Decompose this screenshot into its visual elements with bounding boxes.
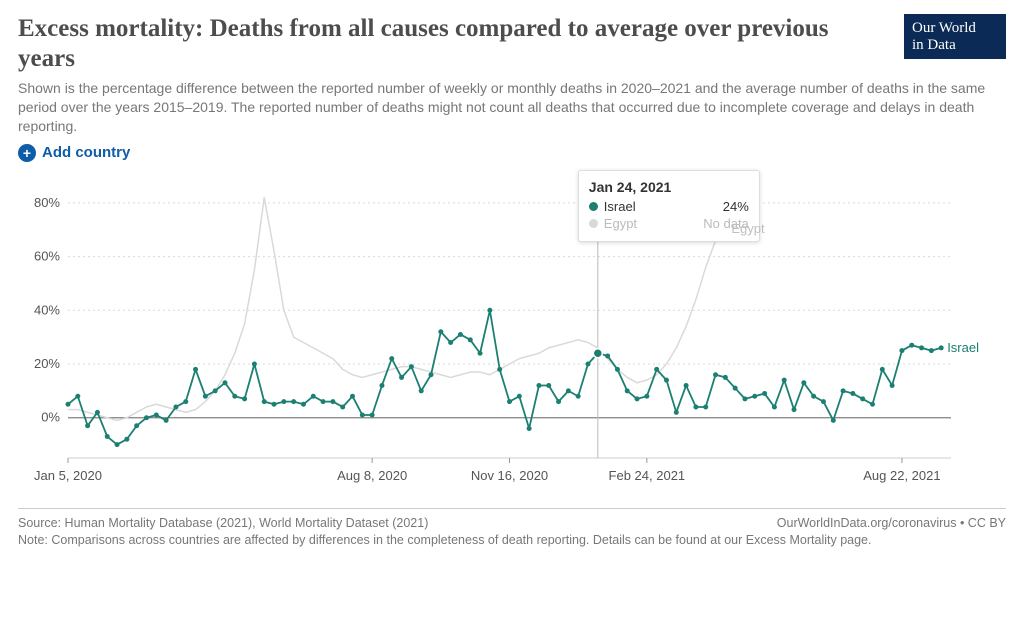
svg-text:40%: 40% [34,302,60,317]
series-end-label: Israel [947,340,979,355]
line-chart-svg: 0% 20% 40% 60% 80% Jan 5, 2020 Aug 8, 2020 Nov … [18,166,1006,496]
footer-right: OurWorldInData.org/coronavirus • CC BY [777,515,1006,532]
chart-title: Excess mortality: Deaths from all causes… [18,14,876,73]
logo-line1: Our World [912,20,998,37]
svg-text:Feb 24, 2021: Feb 24, 2021 [609,468,686,483]
tooltip-date: Jan 24, 2021 [589,179,749,195]
svg-text:60%: 60% [34,248,60,263]
chart-footer: OurWorldInData.org/coronavirus • CC BY S… [18,508,1006,549]
svg-text:80%: 80% [34,195,60,210]
owid-logo: Our World in Data [904,14,1006,59]
chart-header: Our World in Data Excess mortality: Deat… [18,14,1006,136]
chart-area[interactable]: 0% 20% 40% 60% 80% Jan 5, 2020 Aug 8, 2020 Nov … [18,166,1006,496]
add-country-button[interactable]: + Add country [18,144,130,162]
svg-text:Aug 22, 2021: Aug 22, 2021 [863,468,940,483]
logo-line2: in Data [912,37,998,54]
chart-subtitle: Shown is the percentage difference betwe… [18,79,1006,136]
svg-text:Jan 5, 2020: Jan 5, 2020 [34,468,102,483]
footer-note: Note: Comparisons across countries are a… [18,532,1006,549]
tooltip-row: EgyptNo data [589,216,749,231]
add-country-label: Add country [42,144,130,161]
tooltip-row: Israel24% [589,199,749,214]
svg-text:Aug 8, 2020: Aug 8, 2020 [337,468,407,483]
plus-circle-icon: + [18,144,36,162]
svg-text:Nov 16, 2020: Nov 16, 2020 [471,468,548,483]
series-end-label: Egypt [731,221,764,236]
svg-text:0%: 0% [41,409,60,424]
svg-text:20%: 20% [34,356,60,371]
